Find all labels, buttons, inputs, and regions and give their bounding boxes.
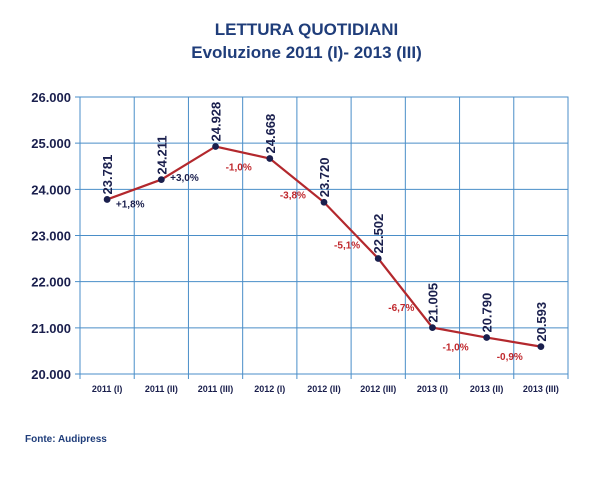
change-label: -5,1% [334, 240, 360, 251]
y-tick-label: 22.000 [31, 275, 71, 290]
data-point [429, 324, 436, 332]
change-label: -1,0% [442, 343, 468, 354]
data-point [483, 334, 491, 341]
x-tick-label: 2012 (III) [360, 384, 396, 394]
change-label: +3,0% [170, 173, 199, 184]
data-point [537, 343, 545, 351]
data-point [103, 196, 111, 203]
x-tick-label: 2013 (II) [470, 384, 504, 394]
data-label: 21.005 [425, 283, 440, 323]
data-label: 23.781 [100, 155, 115, 195]
change-label: -6,7% [388, 303, 414, 314]
x-tick-label: 2011 (I) [92, 384, 123, 394]
change-label: +1,8% [116, 200, 145, 211]
x-tick-label: 2011 (III) [198, 384, 234, 394]
data-label: 20.593 [534, 302, 549, 342]
x-tick-label: 2012 (I) [254, 384, 285, 394]
y-tick-label: 25.000 [31, 136, 71, 151]
y-tick-label: 20.000 [31, 367, 71, 382]
data-label: 22.502 [371, 214, 386, 254]
data-point [212, 143, 219, 150]
data-label: 23.720 [317, 157, 332, 197]
x-tick-label: 2013 (III) [523, 384, 559, 394]
data-point [266, 155, 274, 162]
x-tick-label: 2013 (I) [417, 384, 448, 394]
change-label: -0,9% [497, 352, 523, 363]
source-note: Fonte: Audipress [25, 434, 107, 445]
y-tick-label: 23.000 [31, 229, 71, 244]
y-tick-label: 26.000 [31, 90, 71, 105]
data-point [320, 198, 328, 206]
chart-subtitle: Evoluzione 2011 (I)- 2013 (III) [191, 43, 422, 62]
chart-title: LETTURA QUOTIDIANI [214, 20, 399, 39]
data-label: 24.211 [154, 136, 169, 175]
data-point [374, 255, 382, 262]
y-tick-label: 21.000 [31, 321, 71, 336]
x-tick-label: 2012 (II) [307, 384, 341, 394]
y-tick-label: 24.000 [31, 182, 71, 197]
data-label: 24.928 [209, 102, 224, 142]
change-label: -3,8% [280, 190, 306, 201]
x-tick-label: 2011 (II) [145, 384, 178, 394]
data-label: 20.790 [480, 293, 495, 333]
data-point [157, 176, 165, 183]
change-label: -1,0% [226, 162, 252, 173]
data-label: 24.668 [263, 114, 278, 154]
